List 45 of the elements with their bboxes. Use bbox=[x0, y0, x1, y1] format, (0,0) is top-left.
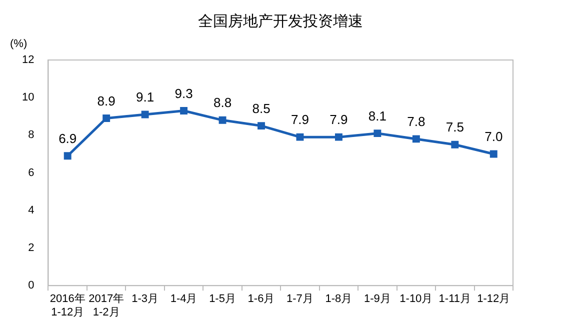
data-label: 8.1 bbox=[368, 108, 386, 124]
x-tick-label: 1-3月 bbox=[132, 293, 159, 306]
x-tick-label: 2016年 1-12月 bbox=[50, 293, 86, 318]
point bbox=[334, 133, 342, 141]
x-tick-label: 1-6月 bbox=[248, 293, 275, 306]
data-label: 8.9 bbox=[97, 93, 116, 108]
y-tick-label: 12 bbox=[22, 54, 34, 66]
x-tick-label: 1-5月 bbox=[209, 293, 236, 306]
point bbox=[374, 130, 382, 138]
x-tick-label: 1-4月 bbox=[170, 293, 198, 306]
x-tick-label: 1-10月 bbox=[400, 293, 433, 306]
x-tick-label: 1-7月 bbox=[286, 293, 314, 306]
data-label: 7.0 bbox=[484, 129, 503, 144]
data-label: 8.5 bbox=[252, 100, 270, 116]
y-tick-label: 0 bbox=[28, 280, 34, 292]
point bbox=[218, 116, 226, 124]
chart-title: 全国房地产开发投资增速 bbox=[197, 12, 364, 31]
data-label: 7.9 bbox=[290, 112, 310, 128]
y-tick-label: 8 bbox=[28, 129, 34, 142]
x-tick-label: 1-8月 bbox=[325, 293, 352, 306]
y-tick-label: 4 bbox=[28, 204, 34, 216]
point bbox=[102, 114, 110, 122]
x-tick-label: 1-12月 bbox=[477, 293, 510, 306]
data-label: 7.8 bbox=[407, 114, 426, 130]
x-tick-label: 2017年 1-2月 bbox=[88, 293, 124, 318]
point bbox=[141, 110, 149, 118]
y-axis-title: (%) bbox=[10, 38, 28, 50]
point bbox=[412, 135, 420, 143]
y-tick-label: 2 bbox=[28, 242, 34, 254]
x-tick-label: 1-9月 bbox=[364, 293, 391, 306]
point bbox=[296, 133, 304, 141]
data-label: 7.5 bbox=[446, 120, 464, 135]
data-label: 6.9 bbox=[58, 130, 77, 146]
point bbox=[490, 150, 498, 158]
data-label: 7.9 bbox=[330, 112, 348, 128]
data-label: 8.8 bbox=[213, 95, 232, 110]
x-tick-label: 1-11月 bbox=[438, 293, 472, 306]
data-label: 9.1 bbox=[136, 90, 154, 105]
point bbox=[64, 152, 72, 160]
point bbox=[451, 140, 459, 148]
y-tick-label: 6 bbox=[28, 166, 34, 179]
point bbox=[258, 122, 265, 130]
point bbox=[180, 107, 188, 114]
y-tick-label: 10 bbox=[22, 92, 34, 104]
data-label: 9.3 bbox=[174, 86, 193, 101]
